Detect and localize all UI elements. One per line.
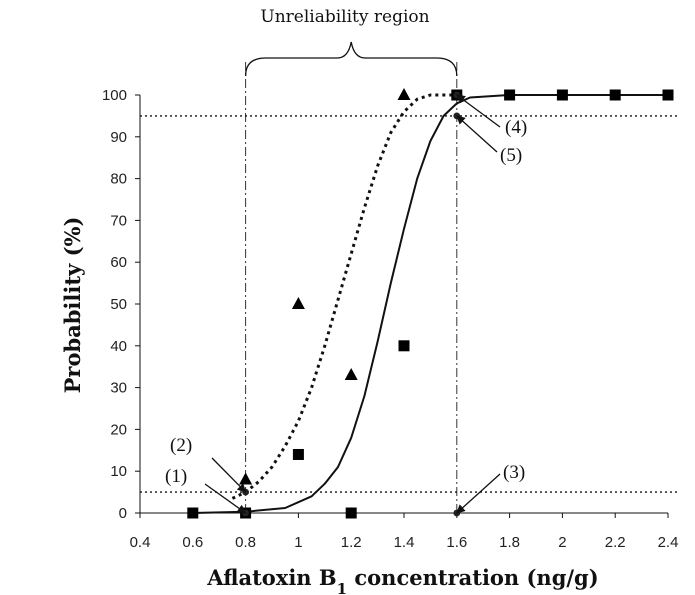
annotation-label: (3)	[503, 462, 525, 483]
reference-lines	[140, 115, 678, 493]
y-tick-label: 40	[110, 338, 127, 355]
x-tick-label: 2	[558, 534, 566, 551]
annotation-arrow	[204, 483, 247, 514]
annotation-arrow	[455, 94, 501, 128]
x-tick-label: 0.4	[130, 534, 151, 551]
y-axis-label: Probability (%)	[60, 217, 85, 394]
fitted-curve-dotted	[231, 93, 457, 500]
unreliability-region	[244, 41, 458, 513]
y-tick-label: 10	[110, 463, 127, 480]
region-label: Unreliability region	[260, 7, 429, 27]
x-tick-label: 1.2	[341, 534, 362, 551]
y-tick-label: 50	[110, 296, 127, 313]
y-tick-label: 70	[110, 212, 127, 229]
y-tick-label: 100	[102, 87, 127, 104]
axes: 0 10 20 30 40 50 60 70 80 90 100 0.4 0.6 0.8 1 1.2 1.4 1.…	[102, 87, 678, 551]
y-tick-label: 90	[110, 129, 127, 146]
y-tick-label: 80	[110, 171, 127, 188]
x-tick-label: 1	[294, 534, 302, 551]
y-tick-label: 0	[119, 505, 127, 522]
data-point-triangle	[239, 472, 253, 485]
x-tick-label: 1.4	[394, 534, 415, 551]
data-point-square	[609, 89, 621, 101]
data-point-square	[504, 89, 516, 101]
fitted-curve-solid	[192, 94, 668, 514]
annotation-label: (4)	[505, 117, 527, 138]
annotation-arrow	[456, 473, 501, 514]
annotation-label: (1)	[165, 466, 187, 487]
data-point-square	[187, 507, 199, 519]
x-axis-label-suffix: concentration (ng/g)	[347, 565, 599, 590]
x-axis-label-subscript: 1	[337, 580, 347, 595]
y-tick-label: 20	[110, 421, 127, 438]
x-tick-label: 2.2	[605, 534, 626, 551]
data-point-square	[345, 507, 357, 519]
x-tick-label: 1.8	[499, 534, 520, 551]
y-tick-label: 30	[110, 380, 127, 397]
data-points	[187, 88, 674, 519]
y-tick-label: 60	[110, 254, 127, 271]
x-axis-label: Aflatoxin B1 concentration (ng/g)	[206, 565, 598, 595]
x-tick-label: 1.6	[446, 534, 467, 551]
fitted-curves	[192, 93, 668, 514]
x-tick-label: 0.8	[235, 534, 256, 551]
annotation-label: (5)	[500, 145, 522, 166]
annotation-arrow	[456, 115, 498, 153]
region-brace	[244, 41, 458, 77]
data-point-triangle	[291, 297, 305, 309]
data-point-triangle	[397, 88, 411, 100]
annotation-arrow	[211, 457, 247, 493]
x-tick-label: 0.6	[182, 534, 203, 551]
x-axis-label-main: Aflatoxin B	[206, 565, 336, 590]
x-tick-label: 2.4	[658, 534, 679, 551]
data-point-square	[292, 448, 304, 460]
data-point-square	[662, 89, 674, 101]
annotations: (1) (2) (3) (4) (5)	[165, 91, 527, 517]
data-point-triangle	[344, 368, 358, 381]
annotation-label: (2)	[170, 435, 192, 456]
data-point-square	[556, 89, 568, 101]
data-point-square	[398, 340, 410, 352]
